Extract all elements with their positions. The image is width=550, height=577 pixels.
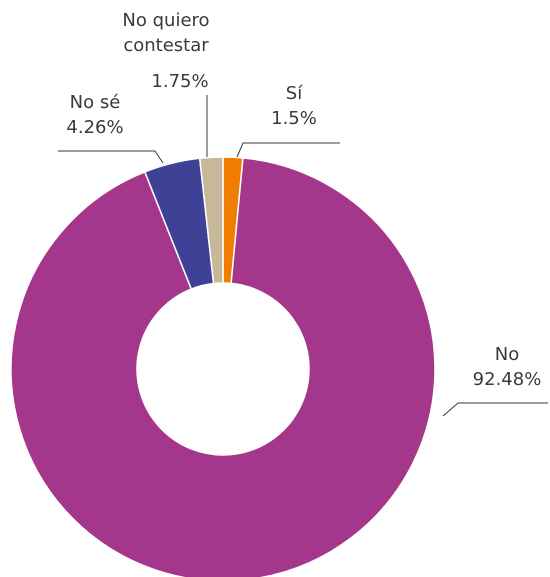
slice-value-no-se: 4.26% [66, 117, 123, 138]
slice-label-no: No [495, 344, 519, 365]
slice-value-no-quiero: 1.75% [151, 71, 208, 92]
label-group-si: Sí 1.5% [236, 83, 340, 158]
label-group-no-se: No sé 4.26% [58, 92, 164, 164]
slice-label-no-quiero-line1: No quiero [122, 10, 209, 31]
leader-line-no-se [58, 150, 164, 164]
label-group-no-quiero-contestar: No quiero contestar 1.75% [122, 10, 210, 157]
slice-label-no-se: No sé [70, 92, 121, 113]
slice-no-quiero-contestar [198, 156, 224, 285]
slice-label-si: Sí [286, 83, 303, 104]
slice-value-no: 92.48% [473, 369, 542, 390]
slice-no [10, 157, 436, 577]
slice-value-si: 1.5% [271, 108, 317, 129]
donut-slices [10, 156, 436, 577]
leader-line-si [236, 142, 340, 158]
leader-line-no [442, 402, 548, 417]
label-group-no: No 92.48% [442, 344, 548, 417]
slice-label-no-quiero-line2: contestar [123, 35, 209, 56]
